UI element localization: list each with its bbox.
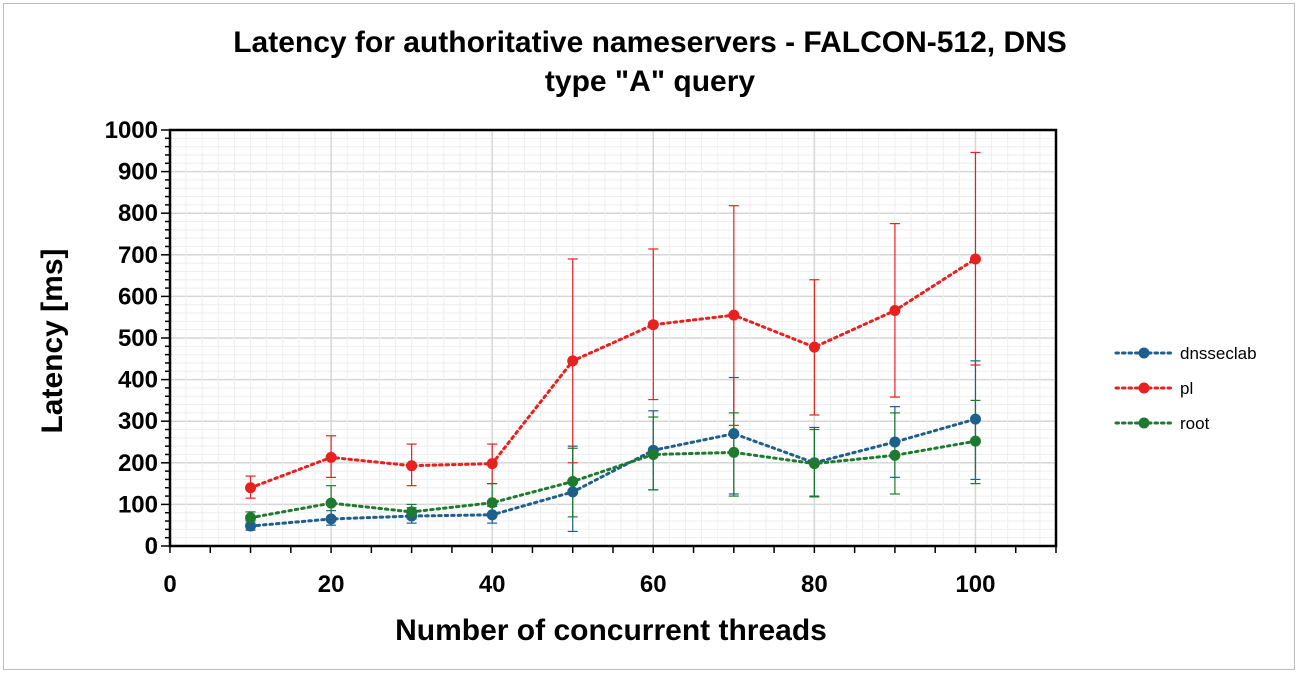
x-axis-ticks: 0 20 40 60 80 100 [163, 546, 1057, 598]
legend: dnsseclab pl root [1114, 344, 1257, 433]
data-point-pl [567, 355, 579, 367]
data-point-pl [969, 253, 981, 265]
data-point-dnsseclab [567, 486, 579, 498]
legend-marker-root [1138, 417, 1150, 429]
data-point-root [728, 446, 740, 458]
data-point-root [325, 497, 337, 509]
data-point-dnsseclab [728, 428, 740, 440]
y-tick-label: 800 [118, 200, 158, 227]
data-point-root [486, 497, 498, 509]
data-point-dnsseclab [325, 513, 337, 525]
data-point-pl [647, 319, 659, 331]
legend-marker-pl [1138, 382, 1150, 394]
y-tick-label: 1000 [105, 117, 158, 144]
y-tick-label: 200 [118, 450, 158, 477]
data-point-dnsseclab [889, 436, 901, 448]
y-tick-label: 100 [118, 491, 158, 518]
data-point-root [647, 448, 659, 460]
y-tick-label: 0 [145, 533, 158, 560]
grid [169, 129, 1057, 547]
x-tick-label: 20 [318, 571, 345, 598]
data-point-pl [486, 458, 498, 470]
data-point-pl [406, 460, 418, 472]
x-tick-label: 60 [640, 571, 667, 598]
legend-label-pl: pl [1180, 379, 1193, 398]
data-point-pl [325, 451, 337, 463]
chart-title-line2: type "A" query [545, 65, 755, 98]
x-tick-label: 40 [479, 571, 506, 598]
y-tick-label: 600 [118, 283, 158, 310]
data-point-root [567, 476, 579, 488]
data-point-root [245, 512, 257, 524]
data-point-pl [808, 341, 820, 353]
x-tick-label: 100 [955, 571, 995, 598]
y-axis-ticks: 0 100 200 300 400 500 600 700 800 900 1000 [105, 117, 170, 560]
series-line-dnsseclab [249, 417, 977, 528]
legend-marker-dnsseclab [1138, 347, 1150, 359]
legend-label-root: root [1180, 414, 1210, 433]
series-points [245, 253, 981, 532]
data-point-pl [728, 309, 740, 321]
data-point-pl [245, 482, 257, 494]
y-tick-label: 500 [118, 325, 158, 352]
data-point-root [808, 458, 820, 470]
chart-title-line1: Latency for authoritative nameservers - … [233, 26, 1067, 59]
x-tick-label: 80 [801, 571, 828, 598]
data-point-pl [889, 305, 901, 317]
y-tick-label: 400 [118, 367, 158, 394]
y-tick-label: 900 [118, 159, 158, 186]
series-lines [249, 257, 977, 528]
y-axis-label: Latency [ms] [36, 248, 69, 433]
data-point-root [889, 449, 901, 461]
y-tick-label: 300 [118, 408, 158, 435]
x-tick-label: 0 [163, 571, 176, 598]
x-axis-label: Number of concurrent threads [395, 614, 827, 647]
data-point-root [406, 506, 418, 518]
data-point-dnsseclab [245, 520, 257, 532]
data-point-dnsseclab [486, 509, 498, 521]
y-tick-label: 700 [118, 242, 158, 269]
data-point-dnsseclab [969, 413, 981, 425]
series-line-root [249, 439, 977, 520]
series-line-pl [249, 257, 977, 490]
legend-label-dnsseclab: dnsseclab [1180, 344, 1257, 363]
data-point-root [969, 435, 981, 447]
